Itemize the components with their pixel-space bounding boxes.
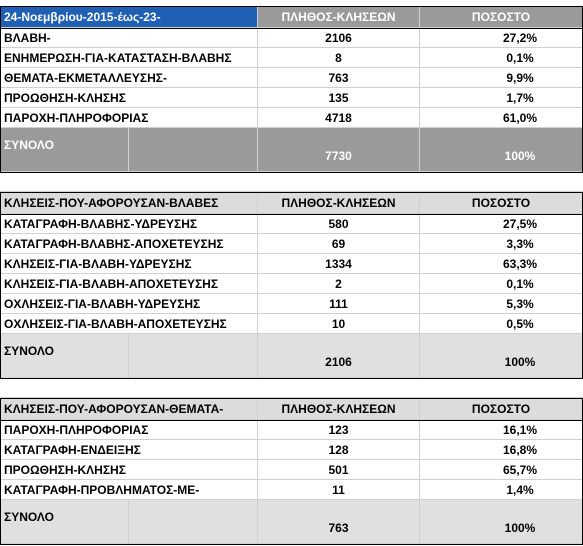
table1-total-row: ΣΥΝΟΛΟ 7730 100% xyxy=(0,128,583,172)
table1-header-divider xyxy=(0,28,583,29)
table-row: ΘΕΜΑΤΑ-ΕΚΜΕΤΑΛΛΕΥΣΗΣ- 763 9,9% xyxy=(0,68,583,88)
table-row: ΠΑΡΟΧΗ-ΠΛΗΡΟΦΟΡΙΑΣ 4718 61,0% xyxy=(0,108,583,128)
row-percent[interactable]: 63,3% xyxy=(420,254,583,274)
empty-cell[interactable] xyxy=(0,172,258,192)
row-label[interactable]: ΟΧΛΗΣΕΙΣ-ΓΙΑ-ΒΛΑΒΗ-ΑΠΟΧΕΤΕΥΣΗΣ xyxy=(0,314,258,334)
row-label[interactable]: ΒΛΑΒΗ- xyxy=(0,28,258,48)
total-spacer-cell[interactable] xyxy=(129,334,258,378)
row-label[interactable]: ΠΡΟΩΘΗΣΗ-ΚΛΗΣΗΣ xyxy=(0,88,258,108)
row-label[interactable]: ΚΑΤΑΓΡΑΦΗ-ΒΛΑΒΗΣ-ΥΔΡΕΥΣΗΣ xyxy=(0,214,258,234)
table3-header-percent[interactable]: ΠΟΣΟΣΤΟ xyxy=(420,399,583,420)
total-percent[interactable]: 100% xyxy=(420,128,583,172)
table1-header-period[interactable]: 24-Νοεμβρίου-2015-έως-23- xyxy=(0,7,258,28)
row-percent[interactable]: 5,3% xyxy=(420,294,583,314)
table-row: ΟΧΛΗΣΕΙΣ-ΓΙΑ-ΒΛΑΒΗ-ΥΔΡΕΥΣΗΣ 111 5,3% xyxy=(0,294,583,314)
row-label[interactable]: ΠΑΡΟΧΗ-ΠΛΗΡΟΦΟΡΙΑΣ xyxy=(0,420,258,440)
row-label[interactable]: ΠΑΡΟΧΗ-ΠΛΗΡΟΦΟΡΙΑΣ xyxy=(0,108,258,128)
row-label[interactable]: ΚΛΗΣΕΙΣ-ΓΙΑ-ΒΛΑΒΗ-ΑΠΟΧΕΤΕΥΣΗΣ xyxy=(0,274,258,294)
empty-cell[interactable] xyxy=(258,172,420,192)
table-row: ΠΡΟΩΘΗΣΗ-ΚΛΗΣΗΣ 135 1,7% xyxy=(0,88,583,108)
blank-row xyxy=(0,378,583,398)
row-percent[interactable]: 1,7% xyxy=(420,88,583,108)
row-count[interactable]: 128 xyxy=(258,440,420,460)
table-row: ΕΝΗΜΕΡΩΣΗ-ΓΙΑ-ΚΑΤΑΣΤΑΣΗ-ΒΛΑΒΗΣ 8 0,1% xyxy=(0,48,583,68)
table2-header-divider xyxy=(0,214,583,215)
table2-header-row: ΚΛΗΣΕΙΣ-ΠΟΥ-ΑΦΟΡΟΥΣΑΝ-ΒΛΑΒΕΣ ΠΛΗΘΟΣ-ΚΛΗΣ… xyxy=(0,193,583,214)
row-percent[interactable]: 27,2% xyxy=(420,28,583,48)
table3-header-divider xyxy=(0,420,583,421)
row-percent[interactable]: 0,1% xyxy=(420,48,583,68)
row-label[interactable]: ΚΑΤΑΓΡΑΦΗ-ΠΡΟΒΛΗΜΑΤΟΣ-ΜΕ- xyxy=(0,480,258,500)
table-row: ΚΛΗΣΕΙΣ-ΓΙΑ-ΒΛΑΒΗ-ΑΠΟΧΕΤΕΥΣΗΣ 2 0,1% xyxy=(0,274,583,294)
row-count[interactable]: 11 xyxy=(258,480,420,500)
total-label[interactable]: ΣΥΝΟΛΟ xyxy=(0,500,129,544)
table1-header-row: 24-Νοεμβρίου-2015-έως-23- ΠΛΗΘΟΣ-ΚΛΗΣΕΩΝ… xyxy=(0,7,583,28)
table-row: ΒΛΑΒΗ- 2106 27,2% xyxy=(0,28,583,48)
total-spacer-cell[interactable] xyxy=(129,500,258,544)
row-percent[interactable]: 65,7% xyxy=(420,460,583,480)
total-percent[interactable]: 100% xyxy=(420,500,583,544)
total-label[interactable]: ΣΥΝΟΛΟ xyxy=(0,334,129,378)
empty-cell[interactable] xyxy=(0,378,258,398)
row-count[interactable]: 69 xyxy=(258,234,420,254)
blank-row xyxy=(0,172,583,192)
table1-header-percent[interactable]: ΠΟΣΟΣΤΟ xyxy=(420,7,583,28)
row-count[interactable]: 2 xyxy=(258,274,420,294)
row-label[interactable]: ΠΡΟΩΘΗΣΗ-ΚΛΗΣΗΣ xyxy=(0,460,258,480)
row-count[interactable]: 2106 xyxy=(258,28,420,48)
row-count[interactable]: 501 xyxy=(258,460,420,480)
row-percent[interactable]: 0,1% xyxy=(420,274,583,294)
row-count[interactable]: 123 xyxy=(258,420,420,440)
table3-total-row: ΣΥΝΟΛΟ 763 100% xyxy=(0,500,583,544)
row-count[interactable]: 580 xyxy=(258,214,420,234)
table-row: ΚΑΤΑΓΡΑΦΗ-ΒΛΑΒΗΣ-ΑΠΟΧΕΤΕΥΣΗΣ 69 3,3% xyxy=(0,234,583,254)
row-percent[interactable]: 16,1% xyxy=(420,420,583,440)
row-label[interactable]: ΘΕΜΑΤΑ-ΕΚΜΕΤΑΛΛΕΥΣΗΣ- xyxy=(0,68,258,88)
row-label[interactable]: ΚΑΤΑΓΡΑΦΗ-ΒΛΑΒΗΣ-ΑΠΟΧΕΤΕΥΣΗΣ xyxy=(0,234,258,254)
table1-header-count[interactable]: ΠΛΗΘΟΣ-ΚΛΗΣΕΩΝ xyxy=(258,7,420,28)
row-percent[interactable]: 3,3% xyxy=(420,234,583,254)
empty-cell[interactable] xyxy=(420,378,583,398)
empty-cell[interactable] xyxy=(258,378,420,398)
row-count[interactable]: 763 xyxy=(258,68,420,88)
row-percent[interactable]: 61,0% xyxy=(420,108,583,128)
table2-header-percent[interactable]: ΠΟΣΟΣΤΟ xyxy=(420,193,583,214)
table3-header-category[interactable]: ΚΛΗΣΕΙΣ-ΠΟΥ-ΑΦΟΡΟΥΣΑΝ-ΘΕΜΑΤΑ- xyxy=(0,399,258,420)
table-row: ΚΑΤΑΓΡΑΦΗ-ΠΡΟΒΛΗΜΑΤΟΣ-ΜΕ- 11 1,4% xyxy=(0,480,583,500)
table-row: ΟΧΛΗΣΕΙΣ-ΓΙΑ-ΒΛΑΒΗ-ΑΠΟΧΕΤΕΥΣΗΣ 10 0,5% xyxy=(0,314,583,334)
table3-header-count[interactable]: ΠΛΗΘΟΣ-ΚΛΗΣΕΩΝ xyxy=(258,399,420,420)
table3-header-row: ΚΛΗΣΕΙΣ-ΠΟΥ-ΑΦΟΡΟΥΣΑΝ-ΘΕΜΑΤΑ- ΠΛΗΘΟΣ-ΚΛΗ… xyxy=(0,399,583,420)
row-percent[interactable]: 27,5% xyxy=(420,214,583,234)
table-row: ΠΑΡΟΧΗ-ΠΛΗΡΟΦΟΡΙΑΣ 123 16,1% xyxy=(0,420,583,440)
total-label[interactable]: ΣΥΝΟΛΟ xyxy=(0,128,129,172)
row-count[interactable]: 4718 xyxy=(258,108,420,128)
row-label[interactable]: ΕΝΗΜΕΡΩΣΗ-ΓΙΑ-ΚΑΤΑΣΤΑΣΗ-ΒΛΑΒΗΣ xyxy=(0,48,258,68)
row-count[interactable]: 10 xyxy=(258,314,420,334)
row-label[interactable]: ΟΧΛΗΣΕΙΣ-ΓΙΑ-ΒΛΑΒΗ-ΥΔΡΕΥΣΗΣ xyxy=(0,294,258,314)
empty-cell[interactable] xyxy=(420,172,583,192)
total-spacer-cell[interactable] xyxy=(129,128,258,172)
row-percent[interactable]: 1,4% xyxy=(420,480,583,500)
row-count[interactable]: 111 xyxy=(258,294,420,314)
row-label[interactable]: ΚΛΗΣΕΙΣ-ΓΙΑ-ΒΛΑΒΗ-ΥΔΡΕΥΣΗΣ xyxy=(0,254,258,274)
table-row: ΠΡΟΩΘΗΣΗ-ΚΛΗΣΗΣ 501 65,7% xyxy=(0,460,583,480)
row-label[interactable]: ΚΑΤΑΓΡΑΦΗ-ΕΝΔΕΙΞΗΣ xyxy=(0,440,258,460)
table2-total-row: ΣΥΝΟΛΟ 2106 100% xyxy=(0,334,583,378)
total-count[interactable]: 763 xyxy=(258,500,420,544)
table-row: ΚΑΤΑΓΡΑΦΗ-ΕΝΔΕΙΞΗΣ 128 16,8% xyxy=(0,440,583,460)
table-row: ΚΑΤΑΓΡΑΦΗ-ΒΛΑΒΗΣ-ΥΔΡΕΥΣΗΣ 580 27,5% xyxy=(0,214,583,234)
table-row: ΚΛΗΣΕΙΣ-ΓΙΑ-ΒΛΑΒΗ-ΥΔΡΕΥΣΗΣ 1334 63,3% xyxy=(0,254,583,274)
total-percent[interactable]: 100% xyxy=(420,334,583,378)
total-count[interactable]: 7730 xyxy=(258,128,420,172)
table2-header-count[interactable]: ΠΛΗΘΟΣ-ΚΛΗΣΕΩΝ xyxy=(258,193,420,214)
table2-header-category[interactable]: ΚΛΗΣΕΙΣ-ΠΟΥ-ΑΦΟΡΟΥΣΑΝ-ΒΛΑΒΕΣ xyxy=(0,193,258,214)
row-count[interactable]: 135 xyxy=(258,88,420,108)
row-count[interactable]: 1334 xyxy=(258,254,420,274)
row-percent[interactable]: 0,5% xyxy=(420,314,583,334)
row-count[interactable]: 8 xyxy=(258,48,420,68)
row-percent[interactable]: 16,8% xyxy=(420,440,583,460)
total-count[interactable]: 2106 xyxy=(258,334,420,378)
row-percent[interactable]: 9,9% xyxy=(420,68,583,88)
